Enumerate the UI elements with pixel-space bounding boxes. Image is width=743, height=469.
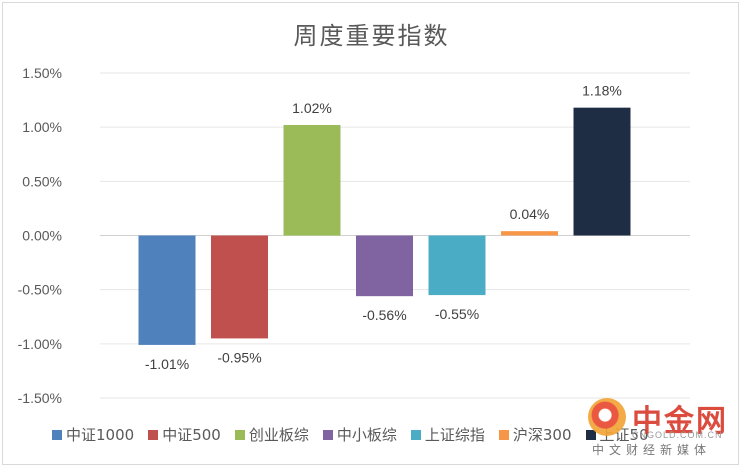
bar [283,125,341,236]
data-labels: -1.01% -0.95% 1.02% -0.56% -0.55% 0.04% 1.18% [145,83,622,372]
legend-swatch [322,429,333,440]
legend-item: 创业板综 [234,424,309,445]
legend-item: 中证500 [148,424,221,445]
watermark-brand: 中金网 [632,404,728,439]
legend-label: 创业板综 [248,426,309,444]
bar [573,107,631,236]
legend-item: 中小板综 [322,424,397,445]
data-label: -1.01% [145,356,189,372]
legend-swatch [410,429,421,440]
legend-swatch [498,429,509,440]
legend-label: 中小板综 [336,426,397,444]
bar [356,235,413,297]
watermark-logo-icon [588,398,626,436]
data-label: -0.55% [435,306,479,322]
watermark: 中金网 CNGOLD.COM.CN 中文财经新媒体 [588,396,738,462]
watermark-url: CNGOLD.COM.CN [632,430,723,440]
legend-label: 中证1000 [66,426,135,444]
data-label: 1.02% [292,100,332,116]
y-tick-label: -0.50% [18,282,62,298]
bars [138,107,631,345]
data-label: -0.95% [217,349,261,365]
watermark-subtitle: 中文财经新媒体 [592,443,712,457]
legend-swatch [52,429,62,440]
legend-item: 沪深300 [498,424,572,445]
bar [138,235,196,345]
chart-frame [2,2,739,465]
data-label: 1.18% [582,83,622,99]
bar [211,235,268,339]
y-axis-tick-labels: 1.50% 1.00% 0.50% 0.00% -0.50% -1.00% -1.50% [18,65,62,406]
y-tick-label: 1.50% [22,65,62,81]
legend-label: 沪深300 [512,426,572,444]
y-tick-label: -1.50% [18,390,62,406]
legend: 中证1000 中证500 创业板综 中小板综 上证综指 沪深300 上证50 [52,424,649,445]
data-label: 0.04% [510,206,550,222]
legend-label: 上证综指 [424,426,485,444]
y-tick-label: 1.00% [22,119,62,135]
legend-item: 中证1000 [52,424,134,445]
legend-swatch [585,429,596,440]
legend-label: 中证500 [162,426,221,444]
y-tick-label: 0.00% [22,228,62,244]
chart-title: 周度重要指数 [293,22,450,50]
bar [501,231,558,236]
bar [428,235,486,296]
data-label: -0.56% [362,307,406,323]
legend-item: 上证综指 [410,424,485,445]
y-tick-label: 0.50% [22,173,62,189]
legend-swatch [234,429,245,440]
y-tick-label: -1.00% [18,336,62,352]
legend-swatch [148,429,159,440]
